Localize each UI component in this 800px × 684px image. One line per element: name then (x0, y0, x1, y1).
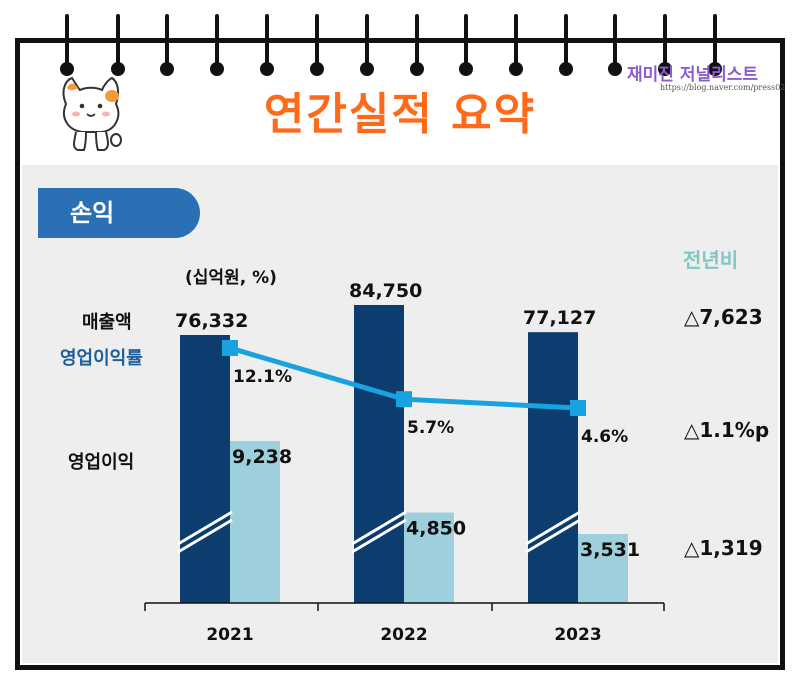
revenue-value-label: 76,332 (175, 310, 248, 332)
op-income-value-label: 3,531 (580, 539, 640, 561)
axis-break-mark (525, 518, 581, 554)
revenue-bar (180, 335, 230, 603)
op-income-bar (404, 512, 454, 603)
margin-value-label: 5.7% (407, 418, 454, 438)
axis-break-mark (177, 518, 233, 554)
binding-ring (310, 14, 324, 76)
binding-ring (260, 14, 274, 76)
op-income-value-label: 4,850 (406, 518, 466, 540)
units-label: (십억원, %) (185, 268, 277, 288)
binding-ring (459, 14, 473, 76)
revenue-bar (528, 332, 578, 603)
op-income-bar (578, 534, 628, 603)
binding-ring (111, 14, 125, 76)
margin-value-label: 12.1% (233, 367, 292, 387)
binding-ring (509, 14, 523, 76)
binding-ring (60, 14, 74, 76)
op-income-bar (230, 441, 280, 603)
watermark-url: https://blog.naver.com/press02 (660, 83, 786, 92)
binding-ring (160, 14, 174, 76)
axis-break-mark (177, 510, 233, 546)
binding-ring (360, 14, 374, 76)
axis-break-mark (525, 510, 581, 546)
yoy-margin: △1.1%p (684, 418, 770, 442)
x-tick-label: 2021 (206, 625, 253, 645)
binding-ring (410, 14, 424, 76)
op-income-value-label: 9,238 (232, 446, 292, 468)
margin-point (570, 400, 586, 416)
axis-break-mark (351, 510, 407, 546)
revenue-value-label: 84,750 (349, 280, 422, 302)
cat-mascot-icon (62, 76, 122, 151)
yoy-header: 전년비 (683, 248, 739, 272)
binding-ring (708, 14, 722, 76)
binding-ring (559, 14, 573, 76)
margin-point (396, 391, 412, 408)
revenue-bar (354, 305, 404, 603)
binding-ring (658, 14, 672, 76)
x-tick-label: 2023 (554, 625, 601, 645)
margin-value-label: 4.6% (581, 427, 628, 447)
revenue-value-label: 77,127 (523, 307, 596, 329)
page-title: 연간실적 요약 (263, 89, 537, 140)
binding-ring (210, 14, 224, 76)
margin-point (222, 340, 238, 356)
section-tab-profit-loss: 손익 (38, 188, 200, 238)
binding-ring (608, 14, 622, 76)
yoy-revenue: △7,623 (684, 305, 763, 329)
watermark-logo: 재미진 저널리스트 (627, 65, 759, 85)
axis-break-mark (351, 518, 407, 554)
row-label-revenue: 매출액 (82, 312, 132, 333)
x-tick-label: 2022 (380, 625, 427, 645)
row-label-op-income: 영업이익 (68, 452, 135, 473)
row-label-margin: 영업이익률 (60, 348, 143, 369)
yoy-op-income: △1,319 (684, 536, 763, 560)
